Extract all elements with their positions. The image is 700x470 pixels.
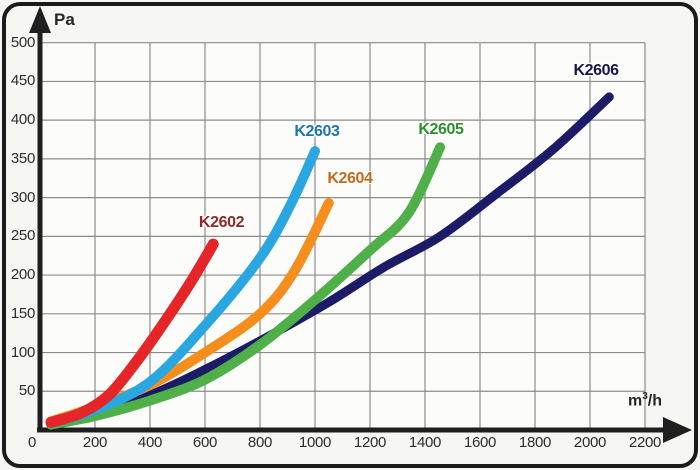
- x-tick-label: 400: [137, 434, 163, 451]
- y-tick-label: 50: [18, 382, 35, 400]
- x-axis-arrow-icon: [663, 417, 692, 443]
- y-tick-label: 200: [10, 266, 35, 284]
- y-axis-unit-label: Pa: [54, 10, 75, 29]
- y-tick-label: 500: [10, 33, 35, 51]
- curve-K2602: [45, 238, 219, 428]
- x-axis-unit-pre: m: [627, 392, 643, 410]
- x-axis-unit-sup: 3: [642, 391, 648, 402]
- curve-label-K2606: K2606: [573, 62, 619, 80]
- x-axis-unit-label: m3/h: [600, 391, 662, 410]
- curve-label-K2605: K2605: [418, 121, 464, 138]
- x-tick-label: 2000: [573, 434, 607, 451]
- y-tick-label: 100: [10, 343, 35, 361]
- y-tick-label: 350: [10, 149, 35, 167]
- x-tick-label: 1000: [298, 434, 332, 451]
- x-tick-label: 1600: [463, 434, 497, 451]
- x-tick-label: 0: [27, 434, 37, 451]
- curve-label-K2604: K2604: [327, 169, 373, 187]
- y-tick-label: 250: [10, 227, 35, 245]
- x-tick-label: 1400: [408, 434, 442, 451]
- x-tick-label: 1200: [353, 434, 387, 451]
- y-tick-label: 400: [10, 111, 35, 129]
- y-tick-label: 300: [10, 188, 35, 206]
- x-tick-label: 200: [82, 434, 108, 451]
- y-tick-label: 150: [10, 304, 35, 322]
- x-tick-label: 1800: [518, 434, 552, 451]
- y-axis-arrow-icon: [29, 6, 51, 33]
- x-tick-label: 800: [247, 434, 273, 451]
- curve-label-K2602: K2602: [198, 213, 245, 231]
- curve-label-K2603: K2603: [294, 123, 340, 141]
- x-tick-label: 2200: [628, 434, 662, 451]
- y-tick-label: 450: [10, 72, 35, 90]
- x-tick-label: 600: [192, 434, 218, 451]
- curve-K2605: [46, 142, 446, 430]
- x-axis-unit-post: /h: [647, 392, 662, 410]
